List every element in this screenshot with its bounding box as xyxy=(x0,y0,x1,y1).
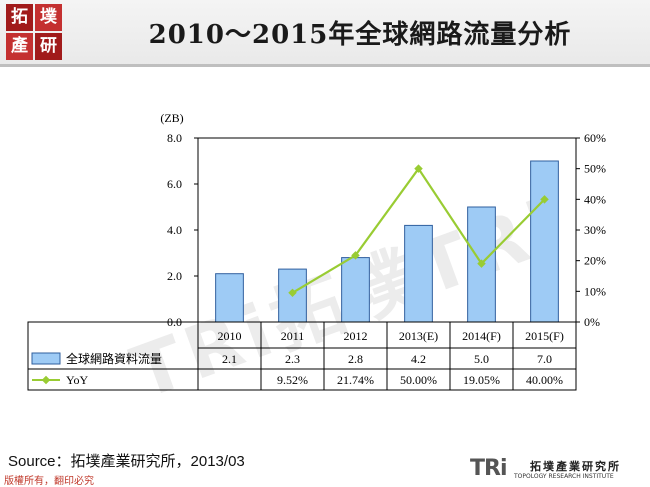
bar xyxy=(341,257,370,323)
brand-subtitle: TOPOLOGY RESEARCH INSTITUTE xyxy=(514,473,614,480)
x-category-label: 2015(F) xyxy=(525,329,564,343)
table-cell-volume: 2.8 xyxy=(348,352,363,366)
y-right-tick-label: 60% xyxy=(584,131,606,145)
y-right-tick-label: 10% xyxy=(584,284,606,298)
table-cell-volume: 7.0 xyxy=(537,352,552,366)
y-right-tick-label: 20% xyxy=(584,254,606,268)
table-cell-yoy: 19.05% xyxy=(463,373,500,387)
bar xyxy=(530,160,559,323)
logo-char-1: 拓 xyxy=(11,7,28,27)
table-cell-volume: 4.2 xyxy=(411,352,426,366)
legend-key-marker xyxy=(41,375,51,385)
yoy-point xyxy=(477,259,486,268)
source-note: Source：拓墣產業研究所，2013/03 xyxy=(8,453,245,470)
legend-label-line: YoY xyxy=(66,373,88,387)
logo-char-3: 產 xyxy=(11,36,28,56)
bar xyxy=(404,224,433,323)
tri-logo: 拓 墣 產 研 xyxy=(6,4,62,60)
y-right-tick-label: 30% xyxy=(584,223,606,237)
yoy-point xyxy=(414,164,423,173)
legend-label-bar: 全球網路資料流量 xyxy=(66,351,162,366)
x-category-label: 2014(F) xyxy=(462,329,501,343)
legend-key-bar xyxy=(31,352,61,365)
copyright-note: 版權所有，翻印必究 xyxy=(4,476,94,487)
table-cell-yoy: 40.00% xyxy=(526,373,563,387)
yoy-point xyxy=(288,288,297,298)
table-cell-yoy: 50.00% xyxy=(400,373,437,387)
yoy-point xyxy=(351,251,360,260)
y-left-unit-label: (ZB) xyxy=(160,111,183,125)
footer-brand: TRi 拓墣產業研究所 TOPOLOGY RESEARCH INSTITUTE xyxy=(470,456,646,484)
bar xyxy=(215,273,244,323)
plot-frame xyxy=(197,137,577,323)
title-bar: 拓 墣 產 研 2010～2015年全球網路流量分析 xyxy=(0,0,650,66)
data-table-border xyxy=(27,321,577,391)
x-category-label: 2010 xyxy=(218,329,242,343)
x-category-label: 2012 xyxy=(344,329,368,343)
y-right-tick-label: 40% xyxy=(584,192,606,206)
y-left-tick-label: 6.0 xyxy=(167,177,182,191)
table-cell-yoy: 21.74% xyxy=(337,373,374,387)
y-left-tick-label: 2.0 xyxy=(167,269,182,283)
title-divider xyxy=(0,64,650,67)
x-category-label: 2011 xyxy=(281,329,305,343)
table-cell-volume: 5.0 xyxy=(474,352,489,366)
logo-char-2: 墣 xyxy=(40,7,57,27)
x-category-label: 2013(E) xyxy=(399,329,438,343)
brand-name: 拓墣產業研究所 xyxy=(530,460,621,473)
page-title: 2010～2015年全球網路流量分析 xyxy=(148,20,572,50)
logo-char-4: 研 xyxy=(40,36,57,56)
table-cell-yoy: 9.52% xyxy=(277,373,308,387)
table-cell-volume: 2.1 xyxy=(222,352,237,366)
table-cell-volume: 2.3 xyxy=(285,352,300,366)
y-left-tick-label: 8.0 xyxy=(167,131,182,145)
y-left-tick-label: 4.0 xyxy=(167,223,182,237)
y-right-tick-label: 50% xyxy=(584,162,606,176)
brand-mark: TRi xyxy=(470,456,507,481)
y-right-tick-label: 0% xyxy=(584,315,600,329)
